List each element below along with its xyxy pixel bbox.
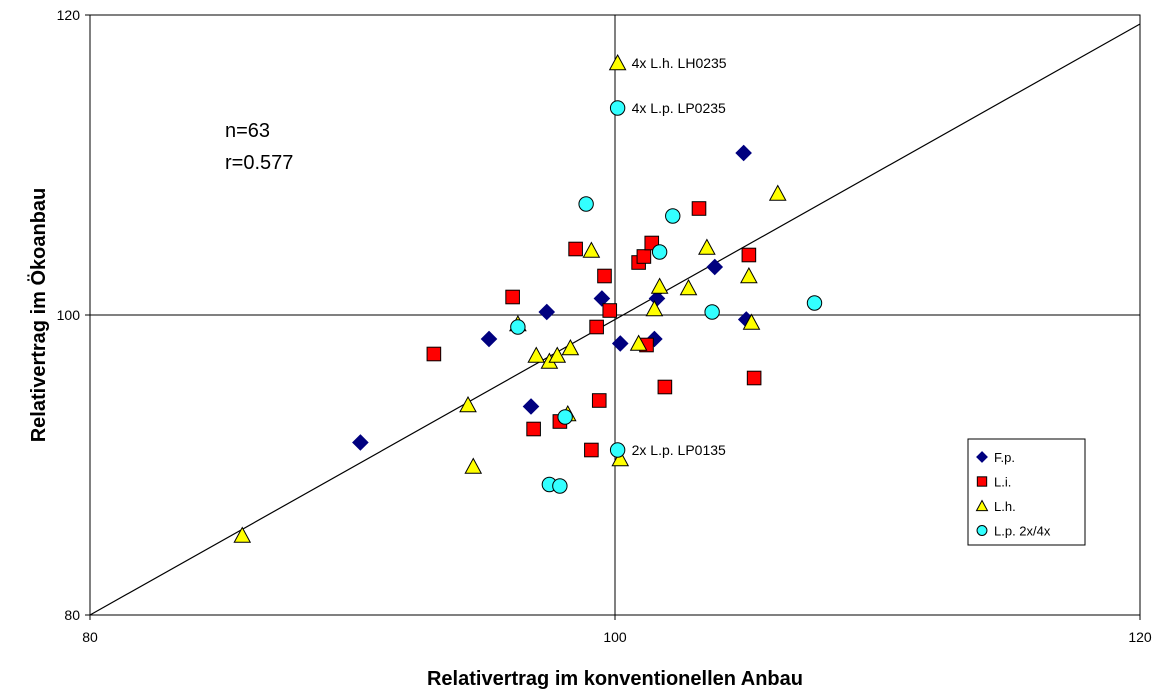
legend-marker-f-p [976, 451, 988, 463]
point-l-i [426, 346, 442, 362]
point-l-i [568, 241, 583, 257]
point-l-h [679, 278, 698, 296]
point-f-p [352, 434, 369, 451]
point-l-i [636, 249, 652, 264]
point-l-i [597, 268, 612, 284]
legend-marker-l-h [975, 499, 989, 512]
point-l-i [602, 303, 618, 318]
point-f-p [735, 144, 752, 162]
point-l-p-2x-4x [665, 208, 681, 224]
x-axis-title: Relativertrag im konventionellen Anbau [427, 668, 803, 690]
point-l-h [459, 395, 477, 413]
point-f-p [522, 398, 540, 415]
legend-label-l-p-2x-4x: L.p. 2x/4x [994, 524, 1051, 539]
y-axis-ticks: 80 100 120 [57, 7, 90, 623]
point-l-h [527, 346, 546, 363]
point-l-p-2x-4x [557, 409, 573, 425]
point-l-h [742, 313, 761, 330]
point-l-p-2x-4x [578, 196, 594, 212]
point-l-h [768, 184, 787, 201]
point-l-h [608, 53, 627, 71]
point-f-p [706, 258, 724, 276]
x-tick-label: 100 [603, 629, 627, 645]
point-f-p [538, 303, 556, 321]
point-l-i [657, 379, 673, 395]
data-points [233, 53, 823, 543]
point-l-h [582, 241, 601, 258]
legend-label-l-i: L.i. [994, 475, 1011, 490]
point-l-p-2x-4x [609, 442, 626, 458]
point-l-h [740, 266, 758, 284]
point-l-h [611, 449, 630, 467]
x-tick-label: 80 [82, 629, 98, 645]
point-l-h [464, 457, 483, 474]
x-axis-ticks: 80 100 120 [82, 615, 1152, 645]
legend-label-f-p: F.p. [994, 450, 1015, 465]
point-l-p-2x-4x [651, 244, 668, 260]
annotation-label: 4x L.p. LP0235 [632, 100, 726, 116]
x-tick-label: 120 [1128, 629, 1152, 645]
point-l-h [698, 238, 716, 255]
annotation-label: 2x L.p. LP0135 [632, 442, 726, 458]
point-l-p-2x-4x [806, 295, 823, 311]
point-f-p [611, 335, 629, 352]
legend-label-l-h: L.h. [994, 499, 1016, 514]
point-l-i [589, 319, 604, 335]
point-l-i [741, 247, 757, 263]
y-tick-label: 120 [57, 7, 81, 23]
point-l-p-2x-4x [609, 100, 626, 116]
point-l-p-2x-4x [510, 319, 526, 335]
y-axis-title: Relativertrag im Ökoanbau [27, 188, 50, 443]
point-l-i [691, 201, 707, 216]
point-l-i [505, 289, 520, 305]
point-l-p-2x-4x [704, 304, 720, 320]
legend-marker-l-i [976, 476, 988, 487]
y-tick-label: 80 [64, 607, 80, 623]
point-l-i [591, 393, 607, 408]
point-l-h [629, 334, 648, 351]
point-l-h [561, 338, 580, 356]
point-l-h [233, 526, 252, 543]
point-l-h [645, 299, 664, 317]
y-tick-label: 100 [57, 307, 81, 323]
stat-r: r=0.577 [225, 152, 293, 174]
point-l-h [548, 346, 567, 363]
point-l-i [526, 421, 541, 437]
point-f-p [480, 330, 498, 348]
annotation-label: 4x L.h. LH0235 [632, 55, 727, 71]
diagonal-line [89, 23, 1141, 616]
point-l-i [746, 370, 762, 386]
point-f-p [593, 290, 611, 307]
stat-n: n=63 [225, 120, 270, 142]
annotations: 4x L.h. LH0235 4x L.p. LP0235 2x L.p. LP01… [632, 55, 727, 458]
legend-marker-l-p-2x-4x [976, 525, 988, 536]
point-l-p-2x-4x [552, 478, 568, 494]
point-l-h [650, 277, 669, 294]
point-l-i [584, 442, 599, 458]
legend: F.p. L.i. L.h. L.p. 2x/4x [967, 438, 1086, 546]
